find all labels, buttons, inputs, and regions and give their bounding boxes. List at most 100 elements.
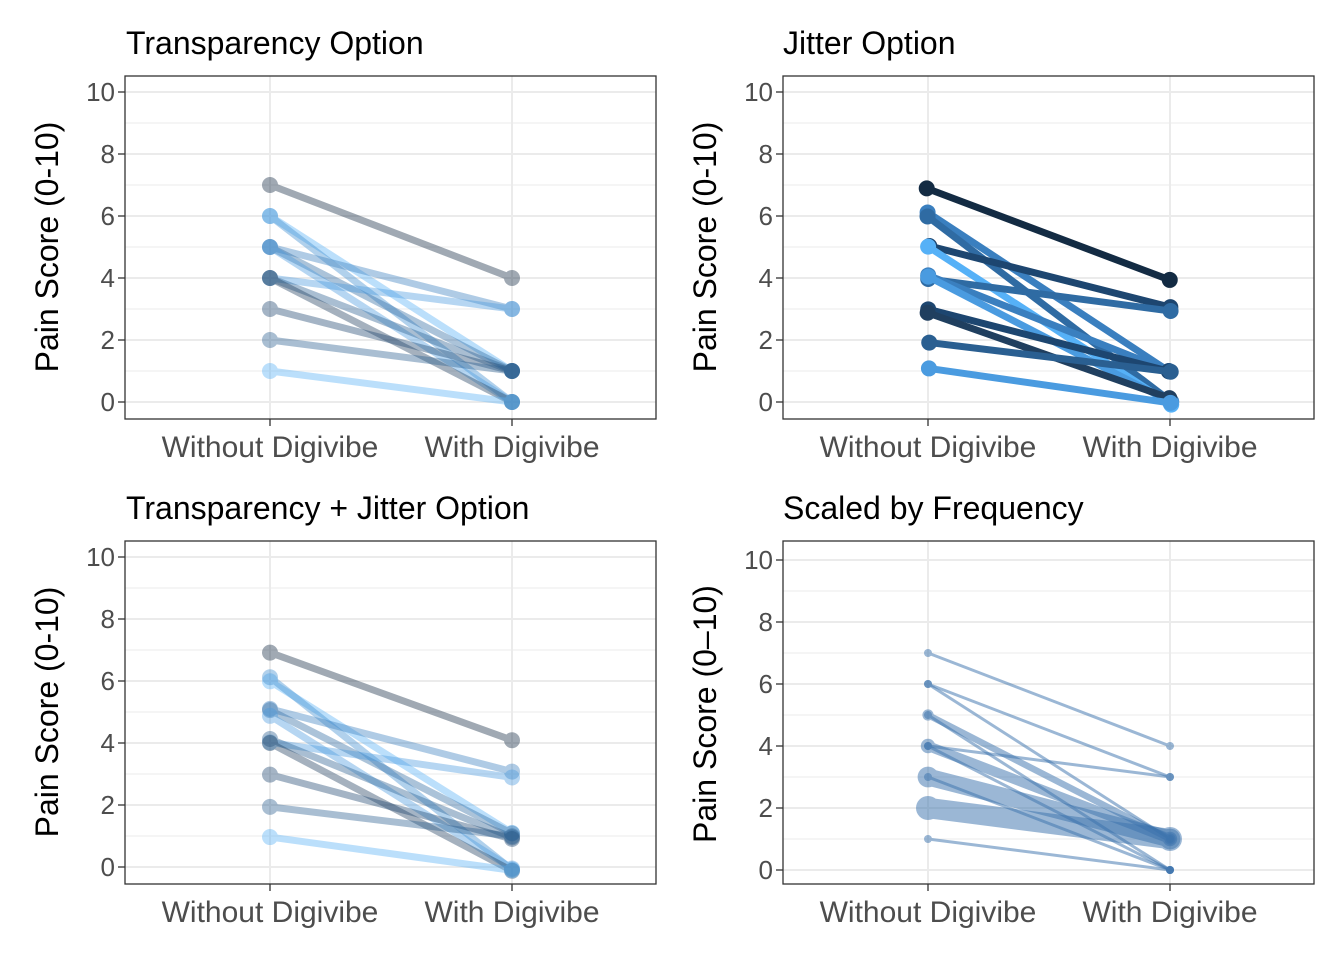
data-point-without (924, 742, 932, 750)
series-line (262, 177, 520, 286)
series-segment (268, 181, 514, 282)
data-point-without (262, 673, 278, 690)
y-tick-label: 10 (744, 77, 773, 107)
plot-border (782, 540, 1315, 885)
series-segment (268, 274, 514, 375)
series-segment (268, 707, 514, 837)
series-line (262, 829, 520, 879)
data-point-without (924, 773, 932, 781)
data-point-with (504, 860, 520, 877)
data-point-with (504, 769, 520, 786)
y-tick-label: 4 (101, 263, 115, 293)
series-segment (269, 336, 513, 375)
y-tick-label: 6 (101, 201, 115, 231)
y-tick-label: 8 (101, 604, 115, 634)
series-segment (268, 712, 514, 872)
y-axis-label: Pain Score (0-10) (29, 122, 65, 373)
series-line (262, 798, 520, 845)
data-point-with (504, 861, 520, 878)
series-line (920, 360, 1179, 411)
plot-border (124, 540, 657, 885)
series-line (262, 731, 520, 846)
x-tick-label: Without Digivibe (162, 431, 379, 464)
series-segment (268, 678, 514, 836)
data-point-without (262, 239, 278, 255)
panel-title: Scaled by Frequency (783, 490, 1084, 526)
y-tick-label: 8 (759, 139, 773, 169)
panel-title: Transparency Option (126, 25, 424, 61)
series-segment (927, 837, 1171, 872)
series-segment (268, 649, 514, 744)
series-segment (925, 185, 1171, 284)
series-segment (268, 274, 514, 406)
data-point-with (1162, 303, 1179, 320)
series-segment (269, 803, 513, 840)
series-line (262, 734, 520, 879)
series-line (262, 301, 520, 379)
y-axis-label: Pain Score (0–10) (687, 585, 723, 843)
panel-jitter-option: Jitter Option Pain Score (0-10) 0246810 … (687, 25, 1315, 464)
y-tick-label: 6 (759, 201, 773, 231)
series-segment (926, 797, 1172, 850)
y-tick-label: 6 (101, 666, 115, 696)
data-point-with (1166, 773, 1174, 781)
data-point-without (918, 180, 935, 197)
series-line (921, 334, 1179, 380)
series-segment (268, 735, 514, 841)
y-tick-label: 10 (86, 77, 115, 107)
y-tick-label: 0 (101, 387, 115, 417)
data-point-with (504, 363, 520, 379)
data-point-with (504, 394, 520, 410)
data-point-without (924, 711, 932, 719)
series-line (262, 239, 520, 317)
series-line (262, 734, 520, 786)
series-segment (269, 738, 513, 781)
x-tick-label: Without Digivibe (820, 431, 1037, 464)
data-point-without (262, 208, 278, 224)
panel-transparency-jitter-option: Transparency + Jitter Option Pain Score … (29, 490, 657, 929)
x-tick-label: With Digivibe (424, 431, 599, 464)
data-point-with (504, 363, 520, 379)
y-tick-label: 0 (101, 852, 115, 882)
data-point-with (504, 824, 520, 841)
data-point-without (262, 829, 278, 846)
series-segment (268, 739, 514, 874)
data-point-without (919, 304, 936, 321)
data-point-with (504, 270, 520, 286)
data-point-with (504, 394, 520, 410)
data-point-without (920, 360, 937, 377)
series-line (262, 208, 520, 379)
y-tick-label: 6 (759, 669, 773, 699)
y-tick-label: 2 (759, 793, 773, 823)
series-line (916, 796, 1182, 851)
data-point-without (920, 268, 937, 285)
data-point-with (504, 825, 520, 842)
data-point-with (1162, 394, 1179, 411)
data-point-with (1166, 742, 1174, 750)
data-point-with (504, 394, 520, 410)
series-segment (927, 305, 1170, 375)
data-point-with (504, 830, 520, 847)
data-point-with (504, 363, 520, 379)
series-line (924, 835, 1174, 874)
series-line (262, 270, 520, 317)
series-segment (926, 272, 1171, 375)
data-point-without (924, 680, 932, 688)
y-tick-label: 8 (101, 139, 115, 169)
series-segment (269, 833, 513, 874)
series-line (262, 363, 520, 410)
data-point-without (262, 239, 278, 255)
data-point-with (504, 828, 520, 845)
y-axis-label: Pain Score (0-10) (687, 122, 723, 373)
series-line (262, 700, 520, 780)
panel-title: Transparency + Jitter Option (126, 490, 529, 526)
y-tick-label: 4 (759, 731, 773, 761)
data-point-without (262, 363, 278, 379)
data-point-without (919, 208, 936, 225)
data-point-without (262, 644, 278, 661)
series-line (918, 180, 1178, 288)
series-segment (268, 243, 514, 375)
data-point-with (504, 829, 520, 846)
y-axis-label: Pain Score (0-10) (29, 587, 65, 838)
series-line (262, 270, 520, 379)
